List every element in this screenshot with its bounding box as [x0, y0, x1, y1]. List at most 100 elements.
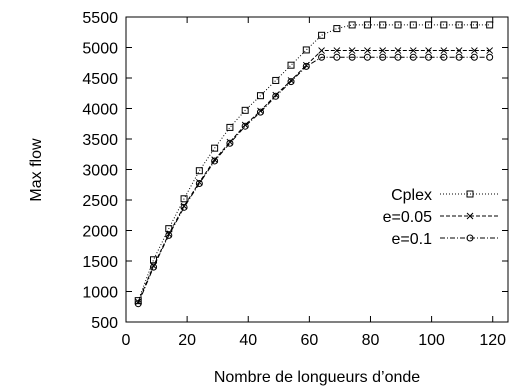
- square-marker: [363, 21, 371, 29]
- circle-marker: [211, 157, 219, 165]
- cross-marker: [394, 47, 402, 54]
- cross-marker: [302, 61, 310, 69]
- cross-marker: [455, 47, 463, 54]
- circle-marker: [256, 108, 264, 116]
- y-tick-label: 500: [91, 315, 118, 332]
- y-axis-title: Max flow: [28, 138, 45, 202]
- cross-marker-path: [318, 47, 325, 54]
- square-marker: [425, 21, 433, 29]
- circle-marker: [470, 53, 478, 61]
- square-marker: [302, 46, 310, 54]
- cross-marker-path: [195, 178, 203, 186]
- circle-marker: [379, 53, 387, 61]
- x-axis-ticks: 0 20 40 60 80 100 120: [122, 17, 506, 349]
- square-marker: [256, 92, 264, 100]
- cross-marker-path: [241, 121, 249, 129]
- circle-marker: [272, 92, 280, 100]
- cross-marker: [195, 178, 203, 186]
- series-line: [137, 24, 490, 301]
- square-marker: [241, 106, 249, 114]
- circle-marker: [409, 53, 417, 61]
- cross-marker-path: [287, 77, 295, 84]
- square-marker: [180, 195, 188, 203]
- circle-marker: [440, 53, 448, 61]
- cross-marker: [364, 47, 371, 54]
- cross-marker: [440, 47, 448, 54]
- circle-marker: [486, 53, 494, 61]
- cross-marker-path: [379, 47, 387, 54]
- square-marker: [486, 21, 494, 29]
- circle-marker: [455, 53, 463, 61]
- square-marker: [287, 61, 295, 69]
- y-tick-label: 3500: [82, 132, 118, 149]
- square-marker: [394, 21, 402, 29]
- square-marker: [440, 21, 448, 29]
- square-marker: [318, 31, 326, 39]
- circle-marker: [150, 263, 158, 271]
- circle-marker: [318, 53, 326, 61]
- cross-marker: [471, 47, 478, 54]
- circle-marker: [363, 53, 371, 61]
- circle-marker: [195, 180, 203, 188]
- square-marker: [455, 21, 463, 29]
- series-line: [137, 50, 490, 303]
- circle-marker: [302, 62, 310, 70]
- cross-marker-path: [486, 47, 494, 54]
- cross-marker: [425, 47, 432, 54]
- legend-label: Cplex: [391, 187, 432, 204]
- circle-marker: [180, 203, 188, 211]
- x-tick-label: 120: [479, 332, 506, 349]
- cross-marker: [272, 91, 280, 99]
- x-tick-label: 0: [122, 332, 131, 349]
- cross-marker-path: [471, 47, 478, 54]
- square-marker: [333, 25, 341, 33]
- cross-marker-path: [409, 47, 417, 54]
- square-marker: [272, 76, 280, 84]
- cross-marker-path: [440, 47, 448, 54]
- circle-marker: [134, 300, 142, 308]
- y-tick-label: 1000: [82, 285, 118, 302]
- circle-marker: [287, 78, 295, 86]
- square-marker: [348, 21, 356, 29]
- cross-marker: [348, 47, 356, 54]
- cross-marker: [211, 156, 218, 164]
- x-tick-label: 80: [362, 332, 380, 349]
- y-tick-label: 1500: [82, 254, 118, 271]
- cross-marker-path: [394, 47, 402, 54]
- series-1: [134, 47, 494, 306]
- legend: Cplex e=0.05 e=0.1: [383, 187, 500, 248]
- cross-marker-path: [302, 61, 310, 69]
- cross-marker: [257, 107, 264, 115]
- circle-marker: [333, 53, 341, 61]
- cross-marker: [226, 138, 234, 146]
- cross-marker: [287, 77, 295, 84]
- square-marker: [226, 123, 234, 131]
- x-tick-label: 100: [418, 332, 445, 349]
- square-marker: [470, 21, 478, 29]
- square-marker: [195, 167, 203, 175]
- cross-marker: [379, 47, 387, 54]
- legend-label: e=0.05: [383, 209, 432, 226]
- x-tick-label: 20: [178, 332, 196, 349]
- series-line: [137, 56, 490, 304]
- cross-marker: [486, 47, 494, 54]
- cross-marker-path: [364, 47, 371, 54]
- y-tick-label: 3000: [82, 163, 118, 180]
- x-tick-label: 40: [239, 332, 257, 349]
- square-marker: [211, 144, 219, 152]
- cross-marker-path: [466, 212, 474, 220]
- circle-marker: [165, 231, 173, 239]
- square-marker: [379, 21, 387, 29]
- y-tick-label: 2000: [82, 224, 118, 241]
- y-tick-label: 5000: [82, 41, 118, 58]
- cross-marker-path: [226, 138, 234, 146]
- cross-marker-path: [425, 47, 432, 54]
- cross-marker-path: [348, 47, 356, 54]
- x-tick-label: 60: [300, 332, 318, 349]
- circle-marker: [466, 234, 474, 242]
- series-0: [134, 21, 494, 305]
- cross-marker-path: [272, 91, 280, 99]
- cross-marker: [466, 212, 474, 220]
- circle-marker: [226, 139, 234, 147]
